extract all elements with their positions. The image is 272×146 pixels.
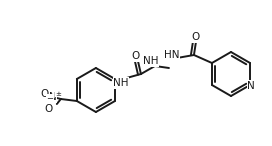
Text: O: O — [132, 51, 140, 61]
Text: NH: NH — [143, 56, 159, 66]
Text: N: N — [247, 81, 255, 91]
Text: O: O — [192, 32, 200, 42]
Text: O: O — [41, 89, 49, 99]
Text: HN: HN — [164, 50, 180, 60]
Text: N: N — [49, 92, 57, 102]
Text: NH: NH — [113, 78, 129, 88]
Text: O: O — [45, 104, 53, 114]
Text: −: − — [46, 94, 53, 104]
Text: ±: ± — [55, 91, 61, 97]
